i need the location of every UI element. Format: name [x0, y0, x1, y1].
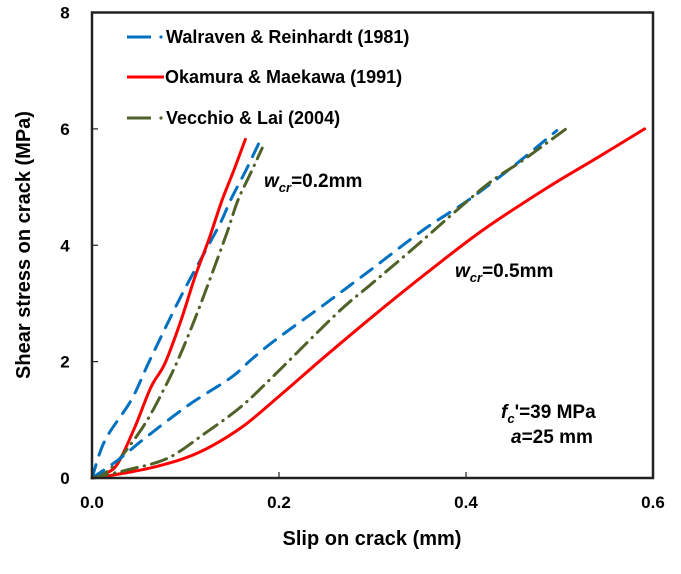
x-tick-label: 0.6 [641, 493, 665, 512]
legend-label-walraven: Walraven & Reinhardt (1981) [166, 27, 409, 47]
y-tick-label: 0 [60, 469, 69, 488]
legend-item-vecchio: Vecchio & Lai (2004) [127, 108, 340, 128]
annotation-wcr-0.2-sub: cr [279, 180, 292, 195]
annotation-wcr-0.2-value: =0.2mm [291, 171, 362, 192]
legend-item-walraven: Walraven & Reinhardt (1981) [127, 27, 409, 47]
annotation-wcr-0.2-symbol: w [264, 171, 280, 192]
y-tick-label: 2 [60, 353, 69, 372]
series-line-okamura-05mm [90, 127, 647, 480]
legend-label-okamura: Okamura & Maekawa (1991) [165, 67, 402, 87]
annotation-fc-symbol: f [501, 402, 509, 423]
x-tick-label: 0.2 [267, 493, 291, 512]
legend-swatch-dot-vecchio [159, 116, 163, 120]
annotation-fc: fc'=39 MPa [501, 402, 596, 426]
legend-item-okamura: Okamura & Maekawa (1991) [127, 67, 402, 87]
series-line-walraven-02mm [90, 136, 263, 480]
annotation-wcr-0.5-value: =0.5mm [482, 261, 553, 282]
annotation-fc-sub: c [507, 411, 515, 426]
x-axis-title: Slip on crack (mm) [283, 528, 462, 550]
x-tick-label: 0.4 [454, 493, 478, 512]
y-tick-label: 8 [60, 4, 69, 23]
legend: Walraven & Reinhardt (1981) Okamura & Ma… [127, 27, 409, 128]
legend-swatch-dot-walraven [159, 35, 163, 39]
series-line-vecchio-05mm [90, 127, 568, 480]
y-tick-label: 6 [60, 120, 69, 139]
annotation-a-symbol: a [511, 427, 522, 448]
series-layer [90, 127, 647, 480]
annotation-wcr-0.2: wcr=0.2mm [264, 171, 362, 195]
y-axis-title: Shear stress on crack (MPa) [13, 111, 35, 379]
annotation-wcr-0.5-sub: cr [470, 270, 483, 285]
ticks-layer: 0.0 0.2 0.4 0.6 0 2 4 6 8 [60, 4, 665, 513]
annotation-wcr-0.5: wcr=0.5mm [455, 261, 553, 285]
y-tick-label: 4 [60, 236, 70, 255]
legend-label-vecchio: Vecchio & Lai (2004) [166, 108, 340, 128]
annotation-a: a=25 mm [511, 427, 593, 448]
annotation-a-value: =25 mm [522, 427, 593, 448]
x-tick-label: 0.0 [80, 493, 104, 512]
series-line-vecchio-02mm [90, 146, 264, 480]
series-line-okamura-02mm [90, 137, 247, 480]
annotation-wcr-0.5-symbol: w [455, 261, 471, 282]
annotation-fc-value: '=39 MPa [515, 402, 597, 423]
